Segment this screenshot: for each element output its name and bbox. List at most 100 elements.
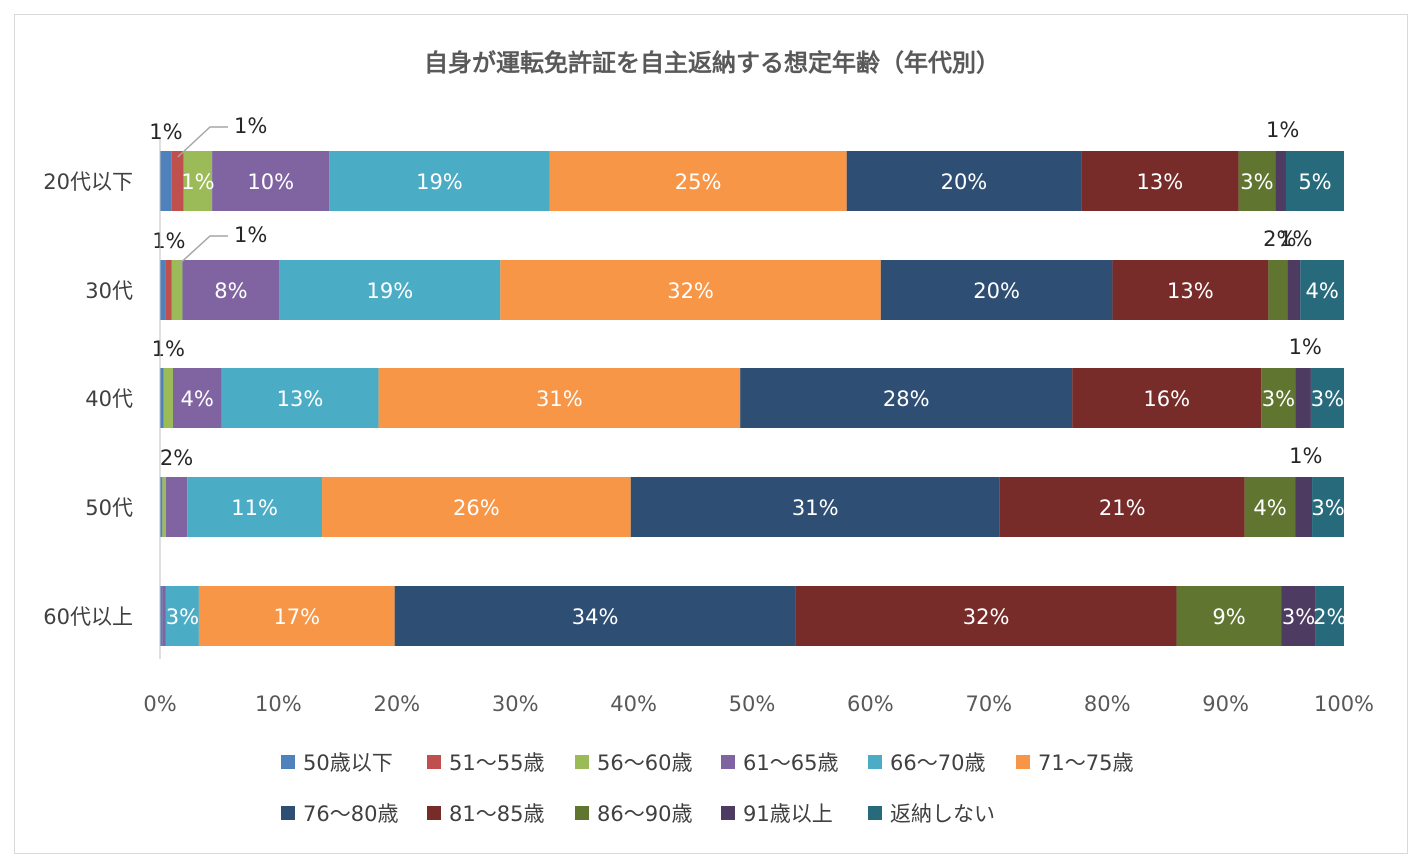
legend-swatch [721,755,735,769]
category-label: 20代以下 [43,170,133,194]
bar-segment [165,477,188,537]
bar-segment [187,477,323,537]
data-label: 2% [1263,227,1296,251]
x-tick-label: 20% [373,692,420,716]
bar-segment [1268,260,1288,320]
bar-segment [378,368,741,428]
x-tick-label: 90% [1202,692,1249,716]
bar-segment [1176,586,1282,646]
data-label: 20% [973,279,1020,303]
data-label: 25% [675,170,722,194]
data-label: 1% [1289,444,1322,468]
data-label: 16% [1143,387,1190,411]
bar-segment [1112,260,1269,320]
bar-segment [221,368,379,428]
bar-segment [740,368,1073,428]
data-label: 1% [1266,118,1299,142]
legend-label: 86～90歳 [597,802,692,826]
data-label: 3% [1282,605,1315,629]
legend-label: 51～55歳 [449,751,544,775]
data-label: 1% [234,223,267,247]
data-label: 9% [1212,605,1245,629]
data-label: 28% [883,387,930,411]
legend-swatch [721,806,735,820]
legend-label: 56～60歳 [597,751,692,775]
axis-layer: 20代以下 30代 40代 50代 60代以上 0% 10% 20% 30% 40% 50% 60% 7… [43,139,1374,716]
data-label: 4% [181,387,214,411]
bar-segment [172,368,222,428]
data-label: 1% [149,120,182,144]
legend-label: 61～65歳 [743,751,838,775]
legend-swatch [281,755,295,769]
data-label: 1% [152,229,185,253]
data-label: 31% [536,387,583,411]
legend-swatch [575,806,589,820]
x-tick-label: 50% [729,692,776,716]
data-label: 34% [572,605,619,629]
legend-label: 66～70歳 [890,751,985,775]
bar-segment [163,368,173,428]
legend-swatch [427,806,441,820]
bar-segment [1072,368,1262,428]
bar-segment [279,260,501,320]
leader-line [176,235,228,267]
data-label: 20% [941,170,988,194]
bar-segment [160,151,172,211]
bar-segment [1285,151,1344,211]
x-tick-label: 10% [255,692,302,716]
bar-segment [1287,260,1301,320]
data-label: 1% [152,337,185,361]
data-label: 13% [277,387,324,411]
legend-swatch [427,755,441,769]
leader-lines-layer [176,126,228,267]
data-label: 1% [181,170,214,194]
bar-segment [160,368,164,428]
bar-segment [394,586,796,646]
data-label: 13% [1137,170,1184,194]
bar-segment [162,477,166,537]
bar-segment [171,151,184,211]
bar-segment [1244,477,1296,537]
data-label: 2% [160,446,193,470]
data-label: 19% [416,170,463,194]
bar-segment [183,151,213,211]
bar-segment [500,260,881,320]
bars-layer [160,151,1344,646]
bar-segment [160,586,163,646]
bar-segment [795,586,1177,646]
data-label: 1% [234,114,267,138]
data-label: 32% [667,279,714,303]
category-label: 30代 [85,279,133,303]
data-label: 1% [1279,227,1312,251]
bar-segment [329,151,550,211]
data-label: 3% [1311,387,1344,411]
chart-frame: 自身が運転免許証を自主返納する想定年齢（年代別） 1% 10% 19% 25% 20% 1… [14,14,1408,854]
bar-segment [630,477,1000,537]
legend-swatch [281,806,295,820]
bar-segment [1295,477,1313,537]
bar-segment [549,151,847,211]
data-label: 3% [1262,387,1295,411]
bar-segment [322,477,631,537]
category-label: 60代以上 [43,605,133,629]
data-label: 4% [1253,496,1286,520]
bar-segment [160,260,166,320]
data-label: 32% [963,605,1010,629]
legend-swatch [1016,755,1030,769]
bar-segment [165,586,199,646]
data-label: 19% [366,279,413,303]
bar-segment [1312,477,1344,537]
bar-segment [160,477,163,537]
legend-label: 76～80歳 [303,802,398,826]
bar-segment [212,151,330,211]
legend-swatch [868,806,882,820]
chart-title: 自身が運転免許証を自主返納する想定年齢（年代別） [424,49,1000,77]
data-label: 26% [453,496,500,520]
bar-segment [1295,368,1311,428]
bar-segment [999,477,1245,537]
data-label: 4% [1305,279,1338,303]
data-label: 3% [1240,170,1273,194]
bar-segment [880,260,1113,320]
leader-line [177,126,228,158]
bar-segment [198,586,395,646]
